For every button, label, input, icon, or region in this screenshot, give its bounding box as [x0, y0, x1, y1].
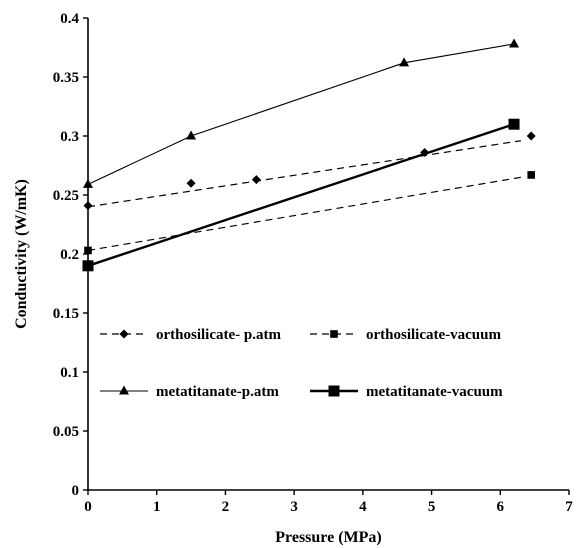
x-tick-label: 3	[290, 499, 298, 515]
y-tick-label: 0.05	[53, 424, 79, 440]
y-tick-label: 0.25	[53, 188, 79, 204]
legend-label: orthosilicate-vacuum	[366, 327, 501, 343]
legend-item: metatitanate-vacuum	[310, 384, 503, 400]
data-point	[399, 57, 410, 67]
series-0	[83, 131, 536, 211]
legend-marker	[119, 385, 129, 395]
y-tick-label: 0.35	[53, 70, 79, 86]
legend: orthosilicate- p.atm orthosilicate-vacuum…	[100, 327, 503, 400]
data-point	[508, 118, 520, 130]
data-point	[526, 131, 536, 141]
series-layer	[82, 38, 536, 272]
data-point	[509, 38, 520, 48]
x-tick-label: 6	[497, 499, 505, 515]
legend-marker	[328, 385, 340, 397]
legend-item: orthosilicate- p.atm	[100, 327, 281, 343]
y-tick-label: 0.4	[60, 11, 79, 27]
legend-marker	[119, 329, 129, 339]
y-tick-label: 0.15	[53, 306, 79, 322]
series-line	[87, 176, 522, 252]
legend-item: orthosilicate-vacuum	[310, 327, 501, 343]
x-tick-label: 5	[428, 499, 436, 515]
series-3	[82, 118, 520, 272]
y-tick-label: 0.1	[60, 365, 79, 381]
legend-item: metatitanate-p.atm	[100, 384, 279, 400]
legend-label: metatitanate-p.atm	[156, 384, 279, 400]
data-point	[83, 201, 93, 211]
x-tick-label: 1	[153, 499, 161, 515]
data-point	[186, 130, 197, 140]
x-axis-title: Pressure (MPa)	[275, 529, 381, 546]
data-point	[251, 175, 261, 185]
series-line	[87, 140, 521, 208]
data-point	[527, 171, 536, 179]
data-point	[82, 260, 94, 272]
y-tick-label: 0	[72, 483, 80, 499]
series-line	[87, 123, 515, 267]
x-tick-label: 4	[359, 499, 367, 515]
x-tick-label: 0	[84, 499, 92, 515]
legend-marker	[330, 330, 338, 338]
data-point	[84, 246, 92, 255]
series-1	[84, 171, 536, 255]
legend-label: orthosilicate- p.atm	[156, 327, 281, 343]
axes: 0 0.05 0.1 0.15 0.2 0.25 0.3 0.35 0.4 0 1 2 3 4 5 6 7	[53, 11, 574, 515]
data-point	[83, 178, 93, 188]
data-point	[186, 178, 196, 188]
y-tick-label: 0.3	[60, 129, 79, 145]
x-tick-label: 2	[222, 499, 230, 515]
y-tick-label: 0.2	[60, 247, 79, 263]
legend-label: metatitanate-vacuum	[366, 384, 503, 400]
y-axis-title: Conductivity (W/mK)	[13, 179, 30, 329]
x-tick-label: 7	[565, 499, 573, 515]
series-line	[87, 43, 515, 185]
series-2	[83, 38, 520, 188]
